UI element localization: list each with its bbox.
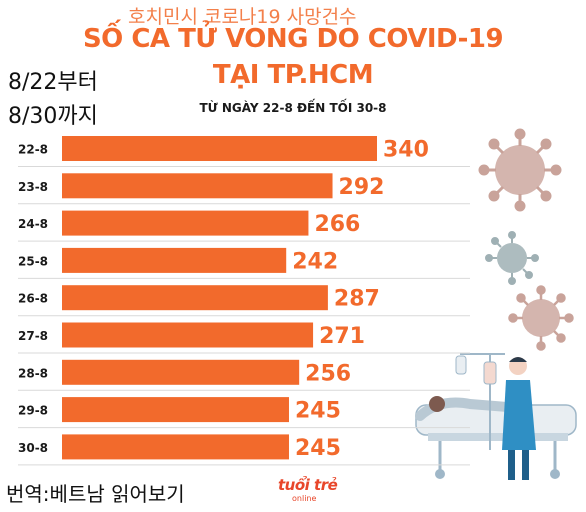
category-label: 28-8 bbox=[18, 366, 48, 380]
date-to-kr: 8/30까지 bbox=[8, 104, 98, 129]
bar-value-label: 287 bbox=[334, 287, 380, 312]
category-label: 30-8 bbox=[18, 441, 48, 455]
chart-subtitle: TỪ NGÀY 22-8 ĐẾN TỐI 30-8 bbox=[199, 101, 387, 115]
bar-value-label: 245 bbox=[295, 436, 341, 461]
date-from-kr: 8/22부터 bbox=[8, 70, 98, 95]
bar bbox=[62, 173, 333, 199]
bar-value-label: 266 bbox=[314, 212, 360, 237]
chart-title: SỐ CA TỬ VONG DO COVID-19 bbox=[82, 24, 504, 54]
bar bbox=[62, 210, 309, 236]
bar bbox=[62, 285, 328, 311]
category-label: 24-8 bbox=[18, 217, 48, 231]
chart-title-line2: TẠI TP.HCM bbox=[212, 60, 374, 90]
bar bbox=[62, 247, 287, 273]
bar-value-label: 292 bbox=[339, 175, 385, 200]
bar bbox=[62, 322, 314, 348]
category-label: 23-8 bbox=[18, 180, 48, 194]
category-label: 27-8 bbox=[18, 329, 48, 343]
bar-value-label: 340 bbox=[383, 138, 429, 163]
logo-sub-text: online bbox=[292, 494, 317, 503]
hospital-illustration-icon bbox=[415, 353, 577, 480]
bar bbox=[62, 397, 289, 423]
bar bbox=[62, 434, 289, 460]
virus-icon-medium bbox=[508, 285, 574, 351]
category-label: 29-8 bbox=[18, 404, 48, 418]
bar-value-label: 271 bbox=[319, 324, 365, 349]
bar-value-label: 242 bbox=[292, 249, 338, 274]
footer-translation-kr: 번역:베트남 읽어보기 bbox=[6, 482, 185, 506]
tuoitre-logo: tuổi trẻ online bbox=[278, 476, 338, 506]
category-label: 22-8 bbox=[18, 143, 48, 157]
bar-value-label: 256 bbox=[305, 361, 351, 386]
overlay-title-kr: 호치민시 코로나19 사망건수 bbox=[128, 6, 357, 28]
bar bbox=[62, 359, 300, 385]
logo-main-text: tuổi trẻ bbox=[278, 476, 338, 494]
virus-icon-large bbox=[478, 128, 562, 212]
category-label: 26-8 bbox=[18, 292, 48, 306]
bar bbox=[62, 136, 377, 161]
bar-value-label: 245 bbox=[295, 399, 341, 424]
virus-icon-small bbox=[485, 231, 539, 285]
category-label: 25-8 bbox=[18, 254, 48, 268]
